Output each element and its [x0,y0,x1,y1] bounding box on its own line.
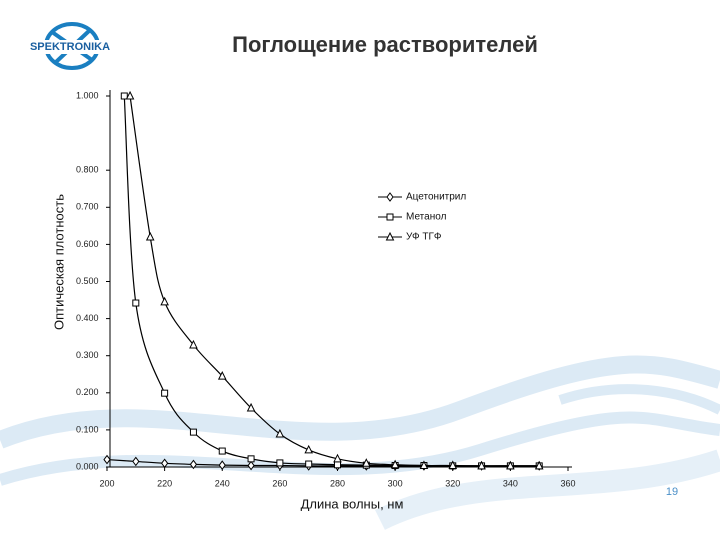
marker [333,453,342,463]
marker [125,90,135,100]
y-axis-label: Оптическая плотность [51,194,66,330]
marker [120,92,128,100]
marker [419,460,429,470]
marker [132,299,140,307]
marker [103,454,111,465]
y-tick-label: 0.700 [76,202,99,212]
x-tick-label: 240 [215,478,230,488]
y-tick-label: 0.200 [76,387,99,397]
marker [276,459,284,467]
y-tick-label: 0.600 [76,239,99,249]
marker [362,458,371,467]
marker [448,460,458,470]
marker [189,339,198,349]
logo-text: SPEKTRONIKA [30,41,110,53]
y-tick-label: 0.500 [76,276,99,286]
page-number: 19 [666,486,678,498]
marker [390,459,400,469]
marker [145,231,155,241]
wave [558,384,720,415]
logo-band [28,40,112,54]
marker [275,428,285,438]
legend-marker [386,213,394,221]
marker [304,444,313,454]
x-tick-label: 320 [445,478,460,488]
y-tick-label: 0.000 [76,461,99,471]
marker [189,459,198,470]
x-tick-label: 340 [503,478,518,488]
wave [0,355,720,449]
logo: SPEKTRONIKA [28,22,112,70]
x-axis-label: Длина волны, нм [301,496,404,511]
marker [217,370,227,380]
y-tick-label: 0.300 [76,350,99,360]
y-tick-label: 0.800 [76,165,99,175]
marker [534,460,544,470]
x-tick-label: 220 [157,478,172,488]
x-tick-label: 280 [330,478,345,488]
marker [161,458,169,469]
marker [218,447,226,455]
legend-marker [386,192,394,202]
y-tick-label: 0.400 [76,313,99,323]
marker [160,296,169,306]
marker [132,456,140,467]
marker [218,460,226,470]
marker [247,460,255,471]
legend-label: УФ ТГФ [406,232,442,243]
marker [161,389,169,397]
x-tick-label: 260 [272,478,287,488]
marker [305,460,313,468]
marker [506,460,515,470]
marker [247,455,255,463]
x-tick-label: 360 [560,478,575,488]
marker [189,428,197,436]
marker [334,461,341,469]
x-tick-label: 200 [99,478,114,488]
chart-title: Поглощение растворителей [232,32,538,57]
legend-marker [385,231,395,241]
y-tick-label: 0.100 [76,424,99,434]
x-tick-label: 300 [388,478,403,488]
legend-label: Ацетонитрил [406,192,466,203]
y-tick-label: 1.000 [76,90,99,100]
legend-label: Метанол [406,212,447,223]
wave [375,449,720,530]
marker [477,460,486,470]
marker [246,402,256,412]
